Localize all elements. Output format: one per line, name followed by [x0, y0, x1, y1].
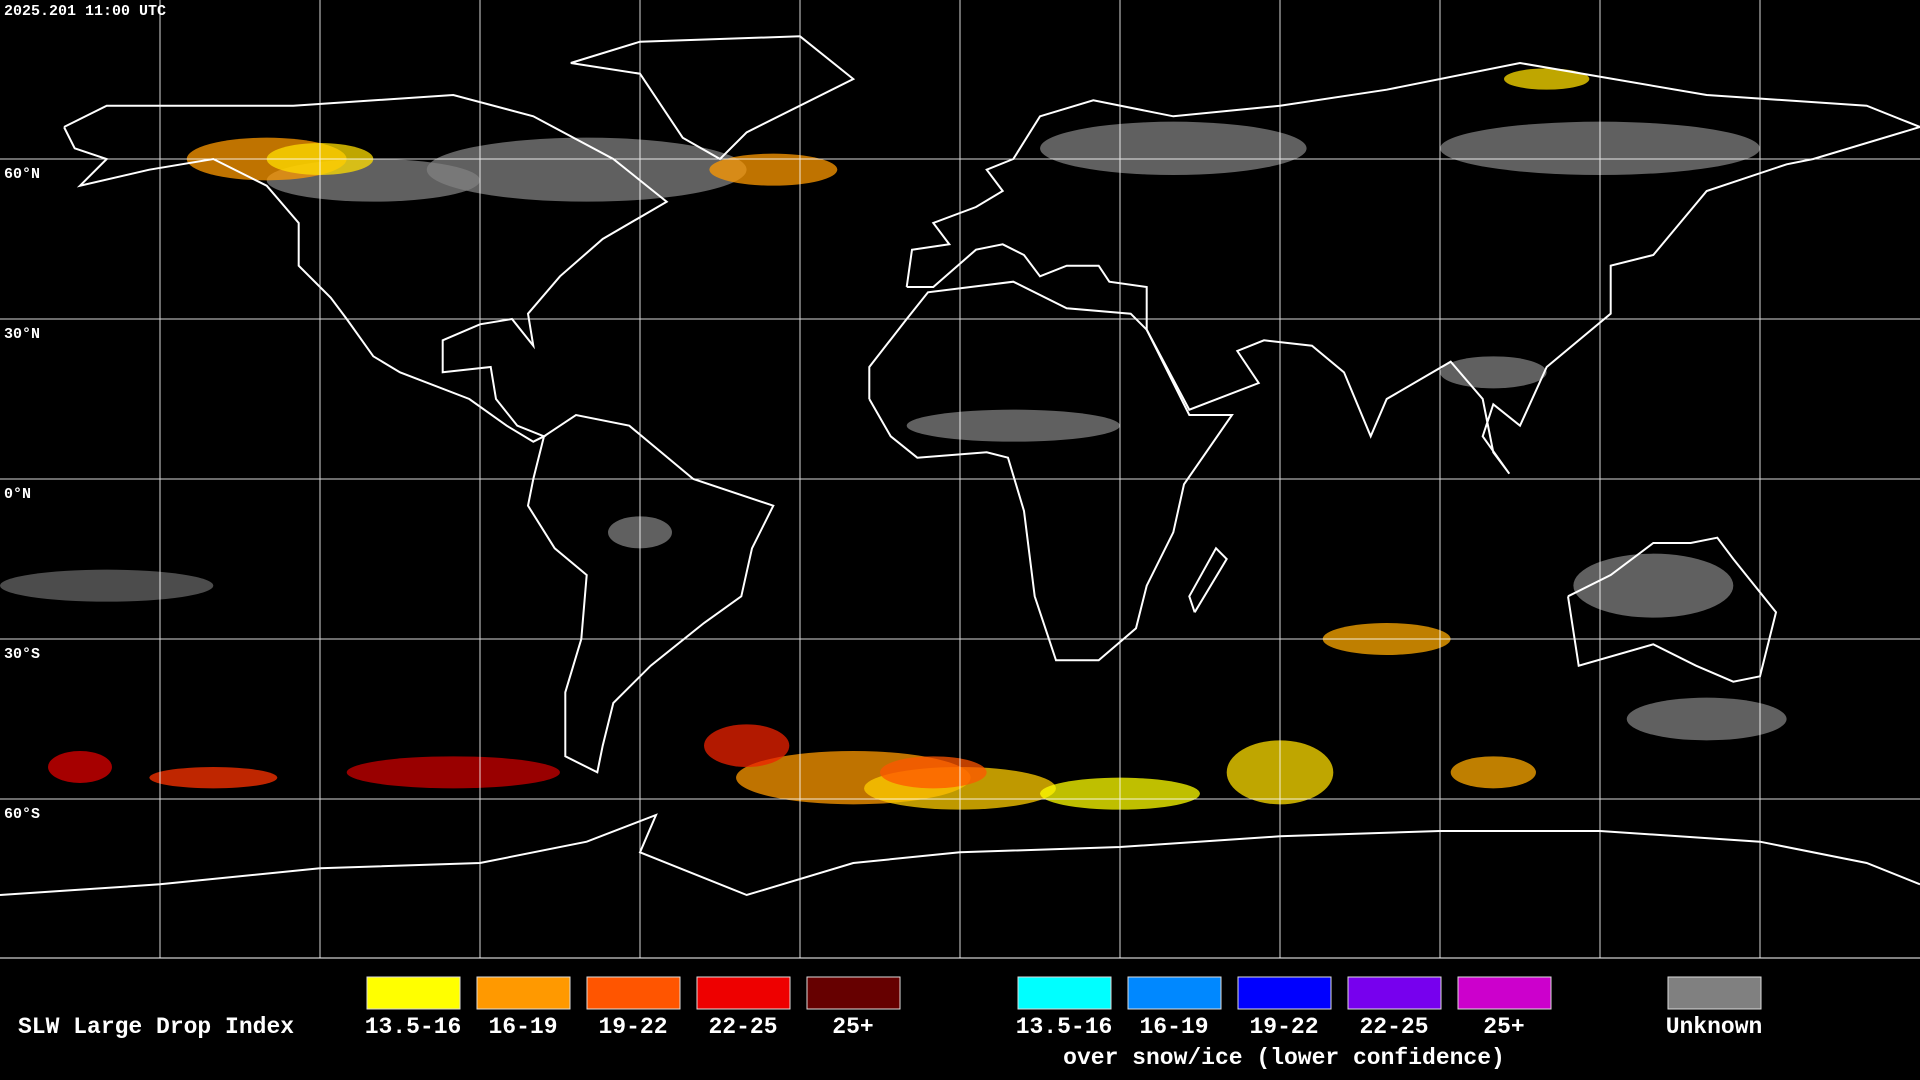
cloud-patch [1504, 68, 1590, 90]
legend-label: 19-22 [598, 1014, 667, 1040]
cloud-patch [1573, 553, 1734, 618]
legend-label: 25+ [1483, 1014, 1524, 1040]
cloud-patch [0, 569, 214, 602]
legend-swatch [1457, 976, 1552, 1010]
cloud-patch [346, 756, 560, 789]
legend-label: Unknown [1666, 1014, 1763, 1040]
coastline [1567, 536, 1778, 683]
cloud-patch [1626, 697, 1787, 741]
legend-title: SLW Large Drop Index [18, 1014, 294, 1040]
cloud-patch [906, 409, 1120, 442]
cloud-patch [880, 756, 987, 789]
legend-label: 13.5-16 [365, 1014, 462, 1040]
legend-swatch [696, 976, 791, 1010]
legend-swatch [1667, 976, 1762, 1010]
latitude-label: 60°S [4, 806, 40, 823]
latitude-label: 30°N [4, 326, 40, 343]
latitude-label: 30°S [4, 646, 40, 663]
cloud-patch [1040, 121, 1307, 175]
legend-label: 13.5-16 [1016, 1014, 1113, 1040]
legend-swatch [1127, 976, 1222, 1010]
coastline [526, 413, 775, 774]
cloud-patch [1440, 356, 1547, 389]
legend-label: 16-19 [488, 1014, 557, 1040]
legend-swatch [366, 976, 461, 1010]
cloud-patch [709, 153, 838, 186]
snow-caption: over snow/ice (lower confidence) [1063, 1045, 1505, 1071]
coastline [63, 93, 669, 443]
legend-swatch [1347, 976, 1442, 1010]
legend-label: 19-22 [1249, 1014, 1318, 1040]
legend-label: 25+ [832, 1014, 873, 1040]
cloud-patch [149, 767, 278, 789]
cloud-patch [704, 724, 790, 767]
latitude-label: 0°N [4, 486, 31, 503]
graticule [0, 0, 1920, 958]
legend-label: 22-25 [708, 1014, 777, 1040]
legend-label: 16-19 [1139, 1014, 1208, 1040]
coastlines [0, 35, 1920, 897]
coastline [868, 280, 1234, 662]
cloud-patch [426, 137, 747, 202]
timestamp: 2025.201 11:00 UTC [4, 3, 166, 20]
legend-label: 22-25 [1359, 1014, 1428, 1040]
coastline [570, 35, 856, 161]
cloud-patch [1450, 756, 1536, 789]
legend-swatch [1237, 976, 1332, 1010]
legend-swatch [476, 976, 571, 1010]
coastline [905, 61, 1920, 475]
legend-swatch [586, 976, 681, 1010]
cloud-patch [48, 751, 112, 783]
legend-swatch [806, 976, 901, 1010]
coastline [0, 813, 1920, 897]
coastline [1188, 546, 1228, 613]
legend-swatch [1017, 976, 1112, 1010]
latitude-label: 60°N [4, 166, 40, 183]
